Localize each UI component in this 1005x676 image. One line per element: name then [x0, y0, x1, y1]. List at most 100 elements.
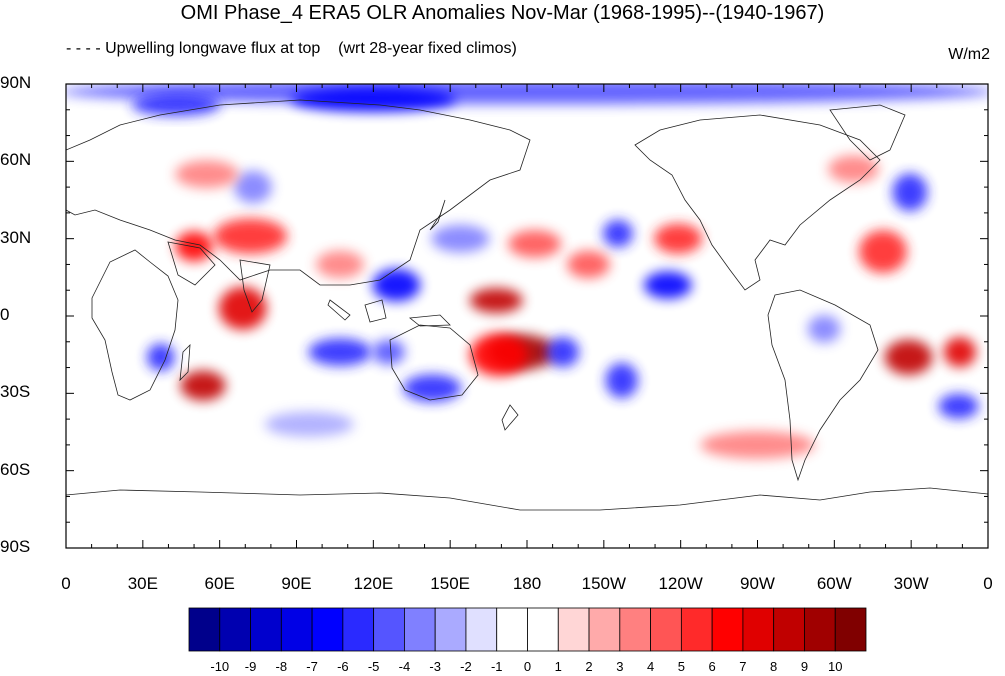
anomaly-patch	[605, 362, 639, 399]
anomaly-patch	[700, 431, 815, 459]
lon-label: 90E	[281, 574, 312, 593]
colorbar-label: 0	[523, 659, 532, 674]
anomaly-patch	[943, 337, 977, 368]
anomaly-patch	[508, 230, 562, 258]
lat-label: 60N	[0, 150, 32, 170]
map-background	[66, 84, 988, 548]
lon-label: 60E	[204, 574, 235, 593]
lon-label: 180	[512, 574, 542, 593]
colorbar-swatch	[588, 607, 621, 652]
colorbar-swatch	[373, 607, 405, 652]
lon-label: 120W	[658, 574, 703, 593]
colorbar-swatch	[465, 607, 498, 652]
colorbar-label: 3	[616, 659, 624, 674]
coastline-antarctica	[66, 487, 988, 511]
chart-subtitle: - - - - Upwelling longwave flux at top (…	[66, 40, 517, 57]
colorbar-label: 4	[646, 659, 655, 674]
anomaly-patch	[308, 338, 372, 366]
anomaly-patch	[938, 393, 979, 419]
coastlines	[66, 99, 988, 511]
anomaly-patch	[654, 223, 703, 254]
colorbar-label: 6	[708, 659, 716, 674]
chart-title: OMI Phase_4 ERA5 OLR Anomalies Nov-Mar (…	[180, 2, 825, 24]
coastline-greenland	[829, 104, 906, 161]
anomaly-patch	[264, 411, 354, 437]
colorbar-swatch	[311, 607, 344, 652]
lon-label: 150E	[430, 574, 471, 593]
colorbar-swatch	[527, 607, 559, 652]
anomaly-patch	[859, 230, 907, 274]
units-label: W/m2	[948, 46, 990, 63]
anomaly-patch	[218, 286, 267, 330]
colorbar-label: 5	[677, 659, 685, 674]
lon-label: 30W	[893, 574, 929, 593]
coastline-australia	[389, 324, 479, 401]
colorbar-swatch	[219, 607, 251, 652]
colorbar-label: 10	[827, 659, 843, 674]
coastline-arabia	[167, 241, 216, 286]
colorbar-label: 9	[800, 659, 809, 674]
colorbar-label: -1	[490, 659, 503, 674]
anomaly-patch	[175, 231, 213, 262]
anomaly-patch	[234, 170, 272, 204]
anomaly-patch	[828, 155, 879, 183]
colorbar-swatch	[342, 607, 375, 652]
colorbar-swatch	[834, 607, 867, 652]
coastline-madagascar	[179, 343, 191, 382]
colorbar-swatch	[711, 607, 744, 652]
lon-label: 0	[61, 574, 71, 593]
colorbar-label: -8	[275, 659, 288, 674]
coastline-newzealand	[501, 404, 519, 431]
anomaly-patch	[807, 315, 841, 343]
coastline-north-america	[634, 114, 881, 291]
anomaly-patch	[546, 337, 580, 368]
coastline-newguinea	[408, 314, 451, 327]
colorbar-swatch	[404, 607, 436, 652]
anomaly-patch	[602, 219, 633, 248]
anomaly-patch	[372, 268, 421, 302]
lat-label: 60S	[0, 459, 31, 479]
colorbar-label: -7	[306, 659, 318, 674]
anomaly-patch	[469, 333, 528, 377]
coastline-africa	[91, 249, 179, 401]
anomaly-patch	[290, 87, 457, 112]
lat-label: 30N	[0, 227, 32, 247]
colorbar-swatch	[650, 607, 682, 652]
lon-label: 120E	[353, 574, 394, 593]
anomaly-patch	[567, 250, 610, 279]
anomaly-patch	[180, 370, 226, 401]
colorbar-swatch	[680, 607, 713, 652]
colorbar-swatch	[619, 607, 651, 652]
anomaly-patch	[892, 173, 928, 212]
lat-label: 30S	[0, 382, 31, 402]
lon-label: 60W	[816, 574, 852, 593]
colorbar-label: -6	[337, 659, 349, 674]
colorbar-swatch	[557, 607, 590, 652]
colorbar-swatch	[280, 607, 313, 652]
lon-label: 30E	[127, 574, 158, 593]
anomaly-patch	[316, 250, 364, 279]
colorbar-swatch	[742, 607, 775, 652]
colorbar	[188, 607, 867, 652]
colorbar-label: -4	[398, 659, 411, 674]
anomaly-patch	[643, 271, 692, 299]
axis-ticks	[65, 83, 989, 549]
colorbar-swatch	[434, 607, 467, 652]
lon-label: 150W	[581, 574, 627, 593]
colorbar-label: -9	[244, 659, 257, 674]
colorbar-swatch	[804, 607, 836, 652]
colorbar-swatch	[773, 607, 805, 652]
colorbar-swatch	[188, 607, 221, 652]
anomaly-patch	[469, 288, 523, 313]
lat-label: 0	[0, 305, 10, 324]
anomaly-patch	[403, 374, 462, 402]
anomaly-patch	[372, 339, 405, 365]
coastline-sumatra	[327, 299, 351, 321]
anomaly-patch	[884, 339, 933, 375]
coastline-eurasia	[66, 99, 531, 286]
colorbar-label: -5	[367, 659, 380, 674]
colorbar-label: 1	[554, 659, 562, 674]
colorbar-label: -3	[429, 659, 441, 674]
colorbar-label: -2	[460, 659, 472, 674]
